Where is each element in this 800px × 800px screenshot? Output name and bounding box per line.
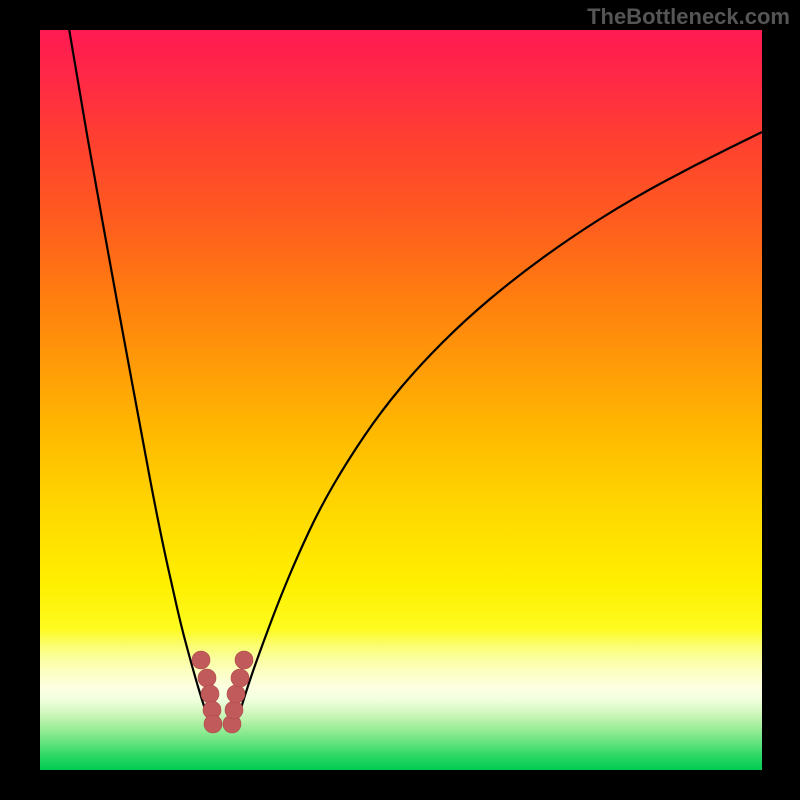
marker-dot <box>227 685 245 703</box>
bottleneck-chart <box>0 0 800 800</box>
page-root: TheBottleneck.com <box>0 0 800 800</box>
marker-dot <box>201 685 219 703</box>
marker-dot <box>225 701 243 719</box>
marker-dot <box>192 651 210 669</box>
plot-background <box>40 30 762 770</box>
watermark-text: TheBottleneck.com <box>587 4 790 30</box>
marker-dot <box>198 669 216 687</box>
marker-dot <box>204 715 222 733</box>
marker-dot <box>231 669 249 687</box>
marker-dot <box>235 651 253 669</box>
